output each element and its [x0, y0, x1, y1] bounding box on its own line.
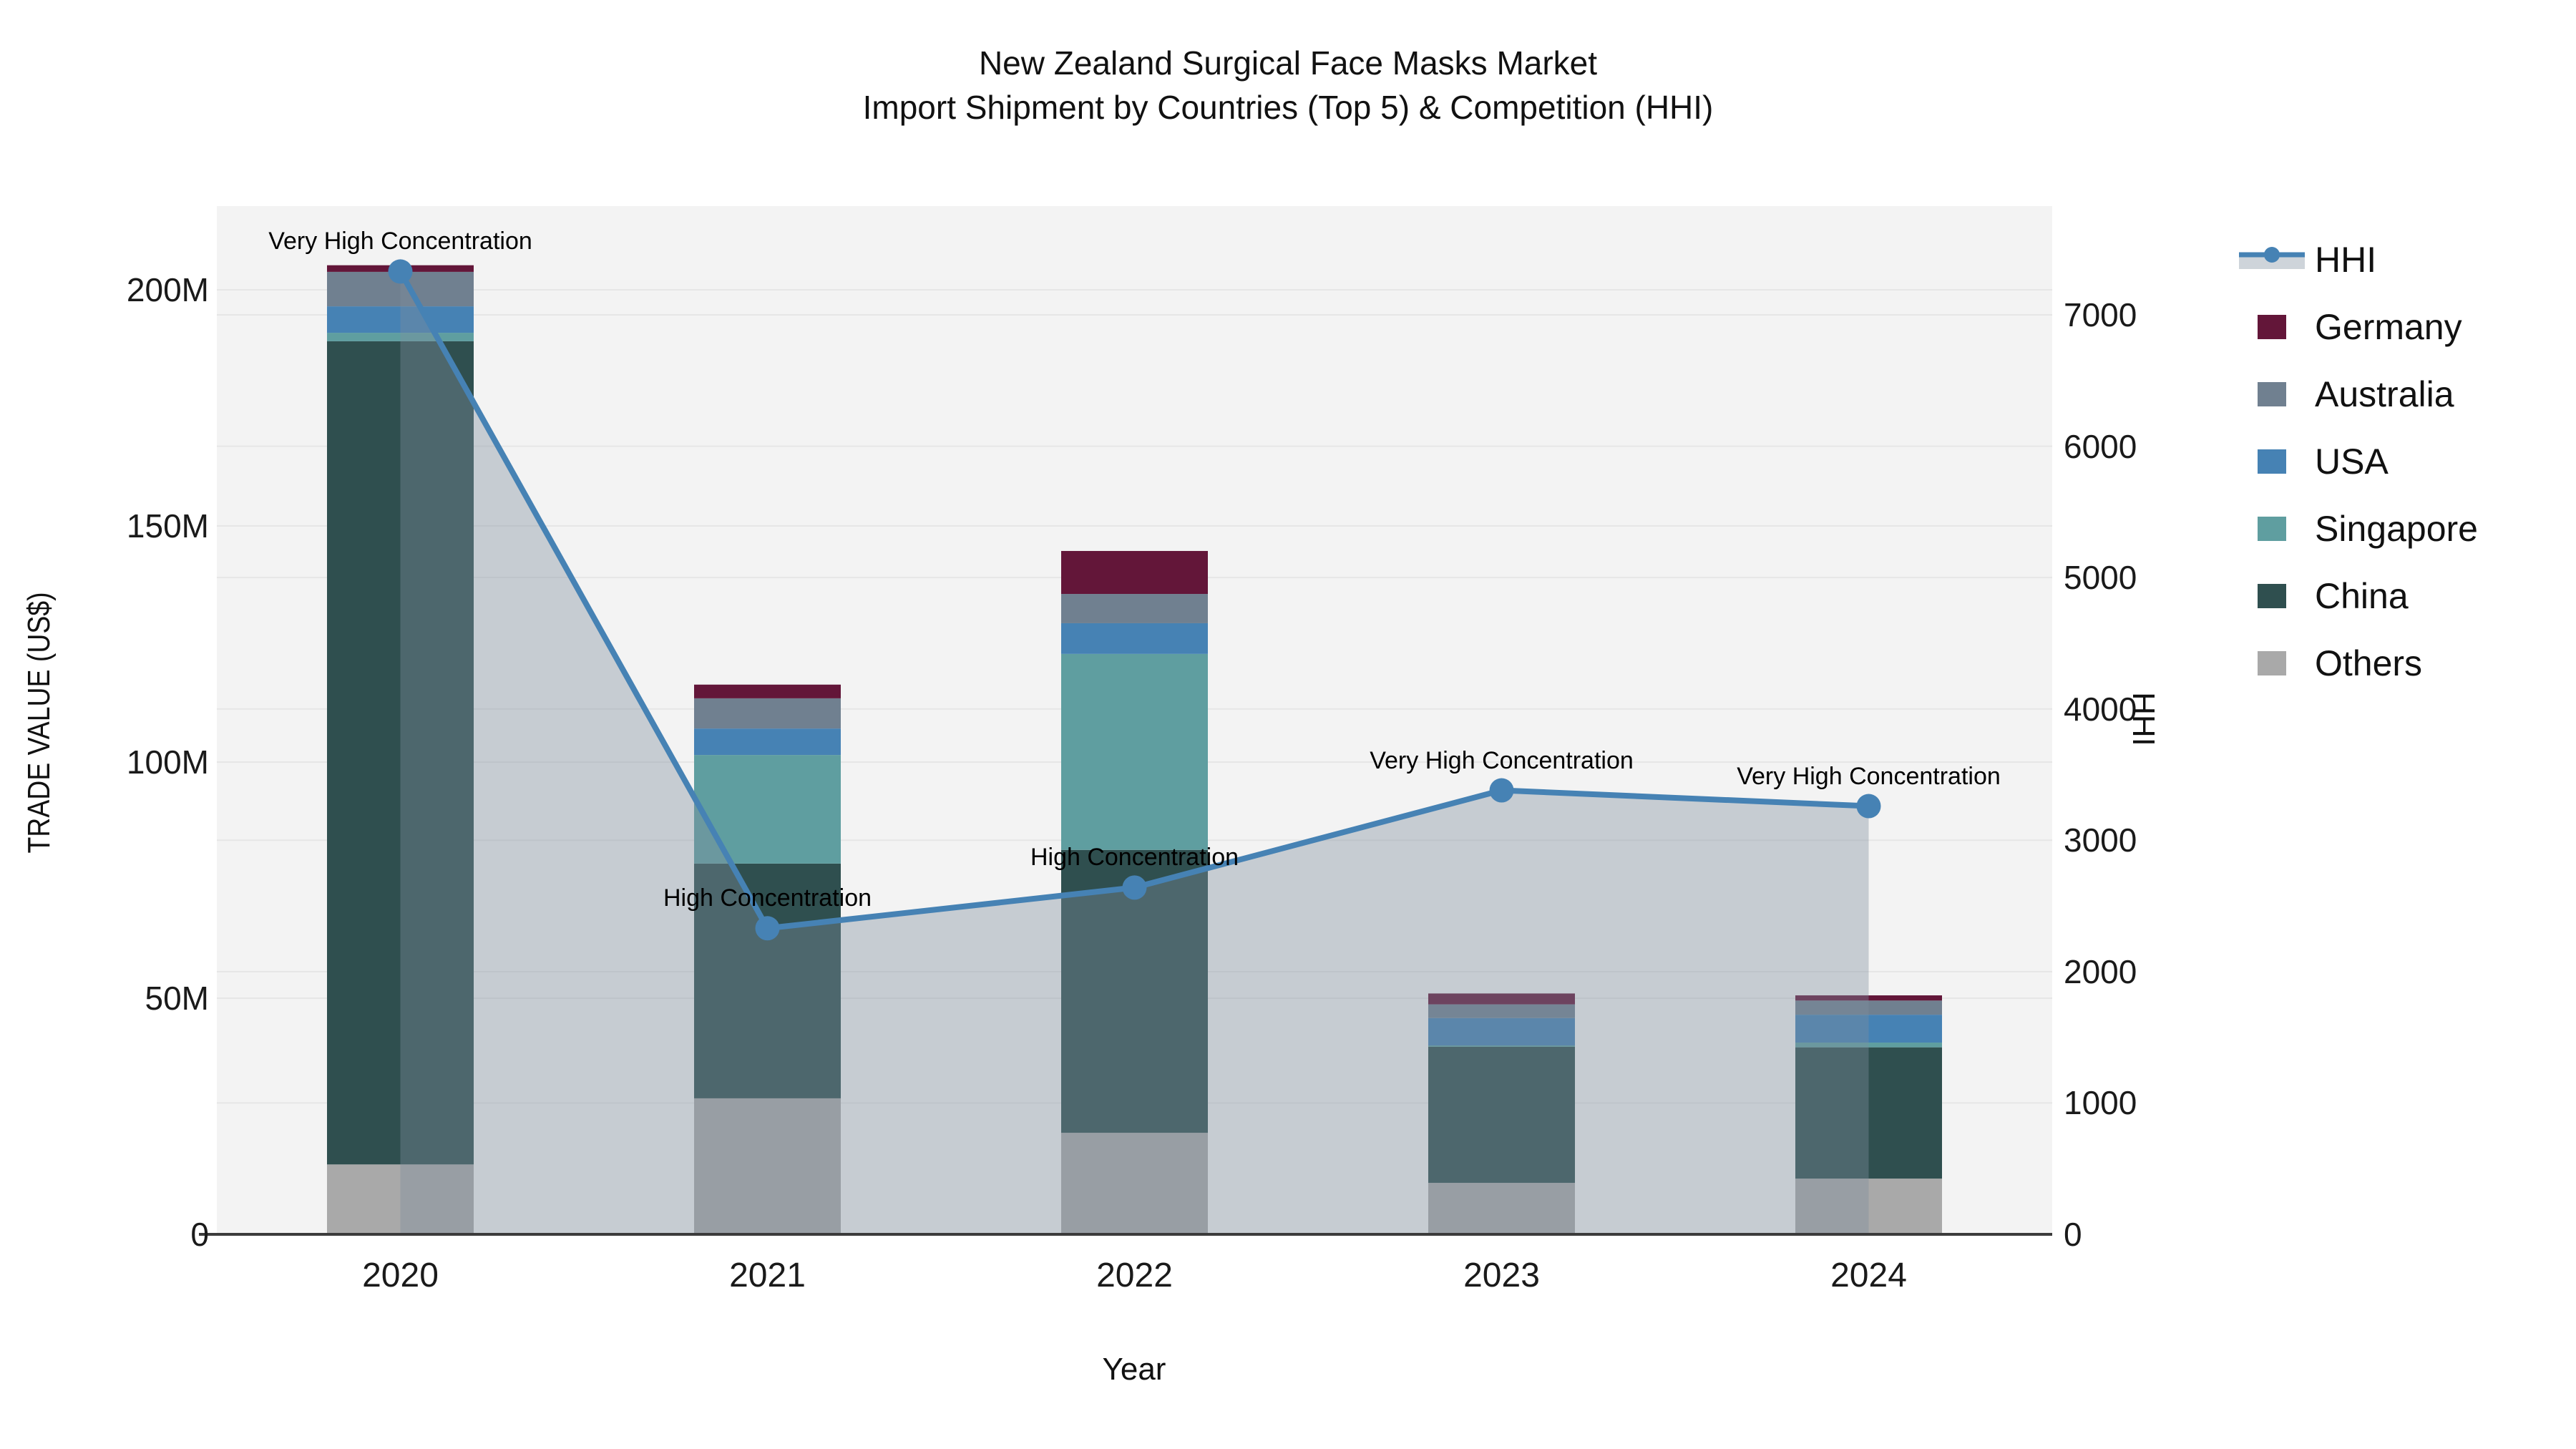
bar-segment-2021-australia[interactable] — [694, 698, 841, 729]
bar-segment-2022-germany[interactable] — [1061, 550, 1208, 595]
legend-item-hhi[interactable]: HHI — [2236, 226, 2478, 293]
legend-color-swatch — [2258, 382, 2286, 406]
legend-item-others[interactable]: Others — [2236, 630, 2478, 697]
legend-item-germany[interactable]: Germany — [2236, 293, 2478, 361]
bar-segment-2024-singapore[interactable] — [1795, 1043, 1942, 1048]
bar-segment-2021-others[interactable] — [694, 1098, 841, 1234]
bar-segment-2022-usa[interactable] — [1061, 623, 1208, 654]
others-swatch-icon — [2236, 651, 2308, 675]
x-axis-title: Year — [1102, 1352, 1166, 1387]
bar-segment-2024-australia[interactable] — [1795, 1000, 1942, 1015]
legend-color-swatch — [2258, 651, 2286, 675]
singapore-swatch-icon — [2236, 517, 2308, 541]
bar-segment-2023-others[interactable] — [1428, 1183, 1575, 1234]
bar-segment-2021-usa[interactable] — [694, 728, 841, 756]
chart-title-line1: New Zealand Surgical Face Masks Market — [978, 44, 1598, 82]
bar-segment-2023-australia[interactable] — [1428, 1004, 1575, 1018]
bar-segment-2020-usa[interactable] — [327, 306, 474, 333]
bar-segment-2022-australia[interactable] — [1061, 594, 1208, 623]
legend-item-usa[interactable]: USA — [2236, 428, 2478, 495]
legend-color-swatch — [2258, 449, 2286, 474]
germany-swatch-icon — [2236, 315, 2308, 339]
bar-segment-2024-others[interactable] — [1795, 1179, 1942, 1234]
y-right-axis-title: HHI — [2126, 692, 2161, 746]
bar-segment-2023-singapore[interactable] — [1428, 1045, 1575, 1047]
legend-item-australia[interactable]: Australia — [2236, 361, 2478, 428]
y-left-axis-title: TRADE VALUE (US$) — [21, 592, 57, 854]
hhi-line-sample-icon — [2236, 245, 2308, 274]
legend-label: Singapore — [2315, 509, 2478, 549]
legend-label: China — [2315, 576, 2409, 616]
bar-segment-2020-singapore[interactable] — [327, 333, 474, 341]
usa-swatch-icon — [2236, 449, 2308, 474]
legend-item-singapore[interactable]: Singapore — [2236, 495, 2478, 562]
bar-segment-2023-germany[interactable] — [1428, 993, 1575, 1005]
bar-segment-2023-usa[interactable] — [1428, 1018, 1575, 1045]
bar-segment-2022-others[interactable] — [1061, 1133, 1208, 1234]
legend-label: Australia — [2315, 374, 2454, 414]
hhi-marker-2020[interactable] — [388, 259, 413, 284]
legend-label: USA — [2315, 441, 2389, 482]
bar-segment-2022-singapore[interactable] — [1061, 653, 1208, 850]
chart-title-line2: Import Shipment by Countries (Top 5) & C… — [862, 89, 1714, 126]
hhi-marker-2022[interactable] — [1122, 875, 1147, 900]
bar-segment-2020-others[interactable] — [327, 1164, 474, 1234]
bar-segment-2024-usa[interactable] — [1795, 1015, 1942, 1043]
bar-segment-2021-germany[interactable] — [694, 684, 841, 698]
bar-segment-2024-germany[interactable] — [1795, 995, 1942, 1001]
legend-color-swatch — [2258, 584, 2286, 608]
hhi-marker-2023[interactable] — [1489, 778, 1514, 803]
legend-label: Others — [2315, 643, 2423, 683]
legend-label: Germany — [2315, 307, 2462, 347]
hhi-marker-2021[interactable] — [755, 916, 780, 941]
hhi-marker-2024[interactable] — [1856, 794, 1881, 819]
bar-segment-2024-china[interactable] — [1795, 1047, 1942, 1179]
legend-color-swatch — [2258, 517, 2286, 541]
bar-segment-2020-china[interactable] — [327, 341, 474, 1165]
china-swatch-icon — [2236, 584, 2308, 608]
hhi-area-fill — [400, 271, 1869, 1235]
australia-swatch-icon — [2236, 382, 2308, 406]
legend-item-china[interactable]: China — [2236, 562, 2478, 630]
bar-segment-2021-china[interactable] — [694, 863, 841, 1098]
legend-label: HHI — [2315, 240, 2377, 280]
legend: HHI Germany Australia USA Singapore China Othe… — [2236, 226, 2478, 697]
bar-segment-2023-china[interactable] — [1428, 1046, 1575, 1184]
legend-color-swatch — [2258, 315, 2286, 339]
